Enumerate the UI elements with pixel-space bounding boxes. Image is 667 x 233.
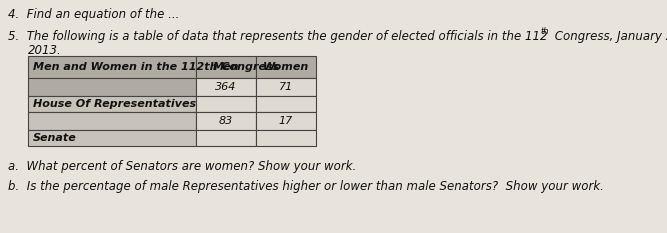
Text: 2013.: 2013.: [28, 44, 62, 57]
Text: b.  Is the percentage of male Representatives higher or lower than male Senators: b. Is the percentage of male Representat…: [8, 180, 604, 193]
Bar: [28, 56, 196, 78]
Text: Women: Women: [263, 62, 309, 72]
Bar: [256, 130, 316, 146]
Bar: [256, 112, 316, 130]
Text: 71: 71: [279, 82, 293, 92]
Text: Men: Men: [213, 62, 239, 72]
Text: 17: 17: [279, 116, 293, 126]
Text: 4.  Find an equation of the ...: 4. Find an equation of the ...: [8, 8, 179, 21]
Text: House Of Representatives: House Of Representatives: [33, 99, 196, 109]
Text: th: th: [540, 27, 548, 36]
Bar: [196, 78, 256, 96]
Text: 83: 83: [219, 116, 233, 126]
Bar: [28, 130, 196, 146]
Bar: [28, 112, 196, 130]
Text: Senate: Senate: [33, 133, 77, 143]
Text: 5.  The following is a table of data that represents the gender of elected offic: 5. The following is a table of data that…: [8, 30, 548, 43]
Bar: [196, 130, 256, 146]
Bar: [196, 112, 256, 130]
Bar: [196, 56, 256, 78]
Text: Men and Women in the 112th Congress: Men and Women in the 112th Congress: [33, 62, 279, 72]
Text: Congress, January 2011–January: Congress, January 2011–January: [551, 30, 667, 43]
Bar: [196, 96, 256, 112]
Bar: [28, 78, 196, 96]
Bar: [256, 96, 316, 112]
Text: a.  What percent of Senators are women? Show your work.: a. What percent of Senators are women? S…: [8, 160, 356, 173]
Bar: [256, 56, 316, 78]
Bar: [256, 78, 316, 96]
Text: 364: 364: [215, 82, 237, 92]
Bar: [28, 96, 196, 112]
